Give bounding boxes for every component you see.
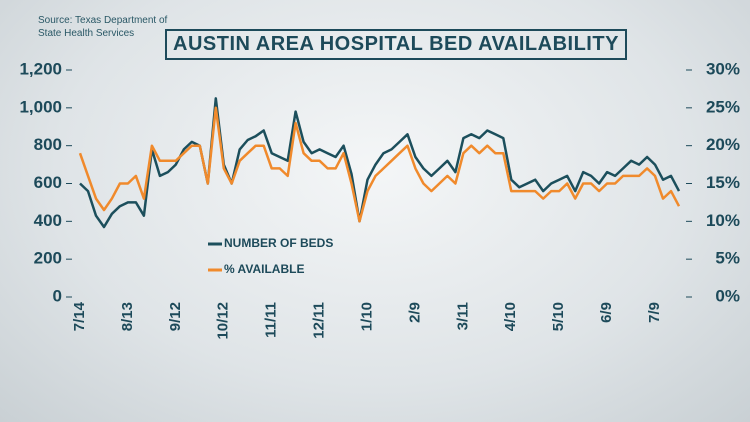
y-tick-label: 400 — [34, 211, 62, 230]
y2-tick-label: 25% — [706, 97, 740, 116]
x-tick-label: 5/10 — [550, 302, 567, 331]
x-tick-label: 7/9 — [646, 302, 663, 323]
y2-tick-label: 30% — [706, 59, 740, 78]
chart-title: AUSTIN AREA HOSPITAL BED AVAILABILITY — [165, 29, 627, 60]
y-tick-label: 600 — [34, 173, 62, 192]
x-tick-label: 8/13 — [119, 302, 136, 331]
x-tick-label: 11/11 — [263, 302, 280, 338]
x-tick-label: 1/10 — [358, 302, 375, 331]
y-tick-label: 200 — [34, 249, 62, 268]
legend-label: NUMBER OF BEDS — [224, 236, 333, 250]
x-tick-label: 10/12 — [215, 302, 232, 340]
y2-tick-label: 15% — [706, 173, 740, 192]
x-tick-label: 7/14 — [71, 301, 88, 331]
legend-label: % AVAILABLE — [224, 262, 304, 276]
x-tick-label: 6/9 — [598, 302, 615, 323]
y2-tick-label: 20% — [706, 135, 740, 154]
x-tick-label: 4/10 — [502, 302, 519, 331]
x-tick-label: 3/11 — [454, 302, 471, 330]
series-line — [78, 106, 681, 223]
y-tick-label: 1,200 — [19, 59, 62, 78]
y-tick-label: 800 — [34, 135, 62, 154]
source: Source: Texas Department of State Health… — [38, 15, 168, 39]
y2-tick-label: 5% — [715, 249, 740, 268]
x-tick-label: 12/11 — [311, 302, 328, 339]
y-tick-label: 1,000 — [19, 97, 62, 116]
series-line — [79, 97, 681, 229]
x-tick-label: 9/12 — [167, 302, 184, 331]
y-tick-label: 0 — [53, 286, 62, 305]
y2-tick-label: 0% — [715, 286, 740, 305]
y2-tick-label: 10% — [706, 211, 740, 230]
x-tick-label: 2/9 — [406, 302, 423, 323]
